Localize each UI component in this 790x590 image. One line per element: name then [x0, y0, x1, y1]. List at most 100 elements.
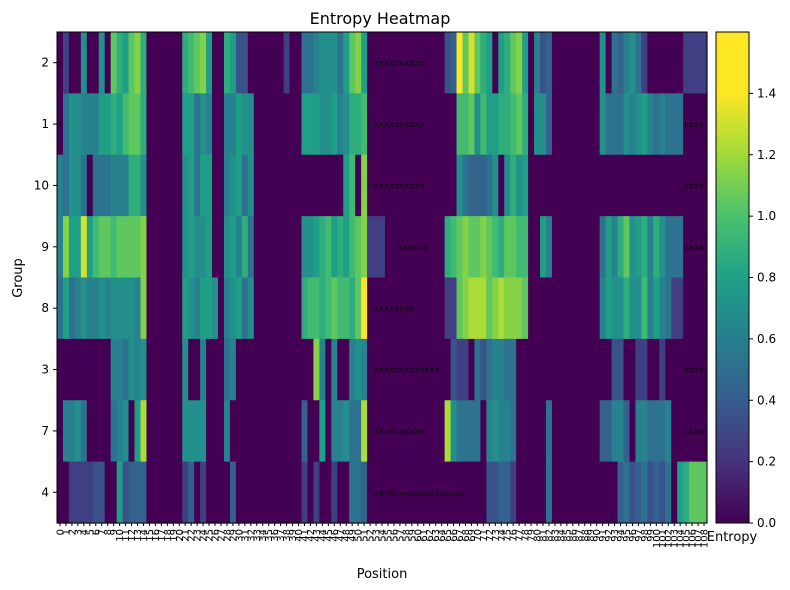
heatmap-cell [277, 32, 285, 94]
x-tick-label: 11 [121, 529, 132, 542]
heatmap-cell [74, 93, 82, 156]
heatmap-cell [146, 32, 154, 94]
heatmap-cell [218, 154, 225, 217]
cell-annotation: xxxx [684, 243, 704, 252]
heatmap-cell [223, 216, 231, 279]
heatmap-cell [68, 338, 76, 401]
heatmap-cell [629, 277, 637, 340]
heatmap-cell [295, 338, 303, 401]
heatmap-cell [367, 216, 374, 279]
cell-annotation: xxxxxxxxxx [374, 181, 424, 190]
heatmap-cell [170, 93, 177, 156]
y-axis: 2 1 10 9 8 3 7 4 [34, 56, 57, 499]
heatmap-cell [283, 154, 291, 217]
heatmap-cell [540, 32, 547, 94]
heatmap-cell [265, 277, 273, 340]
heatmap-cell [683, 32, 690, 94]
heatmap-cell [140, 154, 148, 217]
heatmap-cell [492, 400, 499, 463]
heatmap-cell [259, 400, 267, 463]
x-tick-label: 57 [395, 529, 406, 542]
x-tick-label: 38 [282, 529, 293, 542]
heatmap-cell [98, 277, 106, 340]
heatmap-cell [641, 93, 648, 156]
heatmap-cell [701, 154, 708, 217]
heatmap-cell [551, 400, 559, 463]
x-tick-label: 31 [240, 529, 251, 542]
heatmap-cell [110, 461, 118, 524]
heatmap-cell [474, 400, 481, 463]
heatmap-cell [540, 154, 547, 217]
heatmap-cell [689, 277, 696, 340]
heatmap-cell [396, 216, 404, 279]
heatmap-cell [128, 154, 136, 217]
heatmap-cell [563, 338, 571, 401]
heatmap-cell [641, 338, 648, 401]
heatmap-cell [599, 338, 607, 401]
heatmap-cell [182, 400, 189, 463]
x-tick-label: 96 [628, 529, 639, 542]
heatmap-cell [86, 93, 94, 156]
heatmap-cell [653, 93, 660, 156]
x-tick-label: 67 [455, 529, 466, 542]
heatmap-cell [701, 461, 708, 524]
heatmap-cell [677, 93, 684, 156]
heatmap-cell [241, 461, 249, 524]
heatmap-cell [534, 32, 541, 94]
heatmap-cell [140, 277, 148, 340]
heatmap-cell [301, 338, 309, 401]
heatmap-cell [647, 32, 654, 94]
heatmap-cell [528, 32, 535, 94]
x-tick-label: 59 [407, 529, 418, 542]
heatmap-cell [450, 216, 458, 279]
heatmap-cell [379, 32, 386, 94]
heatmap-cell [581, 216, 589, 279]
heatmap-cell [307, 216, 315, 279]
heatmap-cell [617, 93, 625, 156]
heatmap-cell [164, 93, 171, 156]
heatmap-cell [128, 400, 136, 463]
heatmap-cell [182, 461, 189, 524]
heatmap-cell [301, 277, 309, 340]
heatmap-cell [450, 93, 458, 156]
heatmap-cell [86, 400, 94, 463]
heatmap-cell [522, 400, 529, 463]
heatmap-cell [659, 338, 666, 401]
heatmap-cell [414, 93, 422, 156]
heatmap-cell [605, 400, 613, 463]
heatmap-cell [486, 400, 493, 463]
heatmap-cell [182, 277, 189, 340]
heatmap-cell [331, 400, 338, 463]
heatmap-cell [438, 338, 446, 401]
heatmap-cell [593, 216, 601, 279]
heatmap-cell [695, 461, 702, 524]
heatmap-cell [134, 32, 142, 94]
heatmap-cell [581, 32, 589, 94]
heatmap-cell [116, 400, 124, 463]
heatmap-cell [396, 461, 404, 524]
x-tick-label: 65 [443, 529, 454, 542]
heatmap-cell [62, 93, 70, 156]
heatmap-cell [444, 154, 452, 217]
heatmap-cell [653, 461, 660, 524]
heatmap-cell [671, 338, 678, 401]
heatmap-cell [593, 338, 601, 401]
heatmap-cell [98, 400, 106, 463]
heatmap-cell [313, 93, 320, 156]
heatmap-cell [665, 400, 672, 463]
heatmap-cell [170, 277, 177, 340]
heatmap-cell [319, 338, 326, 401]
heatmap-cell [492, 32, 499, 94]
heatmap-cell [635, 216, 642, 279]
heatmap-cell [325, 216, 332, 279]
x-tick-label: 33 [252, 529, 263, 542]
cell-annotation: xxxxxxxxxxxxxxxxxx [374, 488, 465, 497]
heatmap-cell [140, 461, 148, 524]
heatmap-cell [164, 32, 171, 94]
heatmap-cell [540, 277, 547, 340]
x-tick-label: 104 [676, 529, 687, 548]
heatmap-cell [593, 93, 601, 156]
heatmap-cell [468, 93, 476, 156]
heatmap-cell [402, 154, 410, 217]
heatmap-cell [122, 216, 130, 279]
